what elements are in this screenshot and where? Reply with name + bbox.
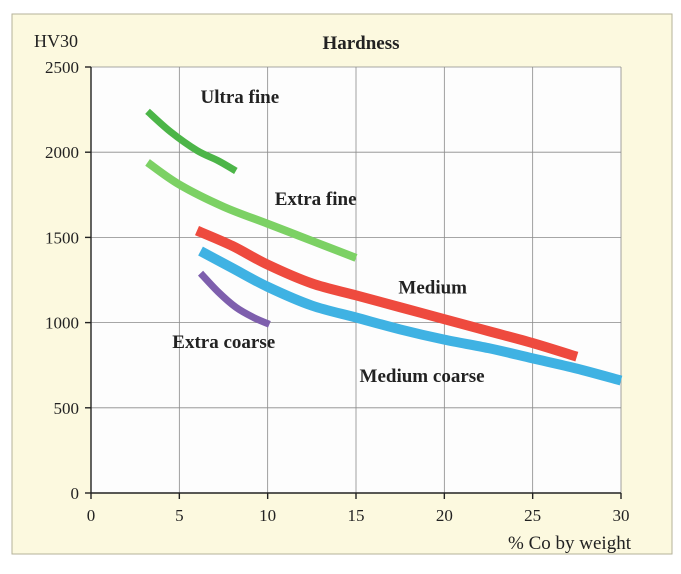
y-tick-label-2000: 2000	[45, 143, 79, 162]
series-group	[145, 108, 623, 386]
y-tick-labels: 0 500 1000 1500 2000 2500	[45, 58, 79, 503]
y-tick-label-0: 0	[71, 484, 80, 503]
x-tick-labels: 0 5 10 15 20 25 30	[87, 506, 630, 525]
x-tick-label-30: 30	[613, 506, 630, 525]
x-tick-label-20: 20	[436, 506, 453, 525]
grid-lines	[91, 66, 622, 493]
y-tick-label-2500: 2500	[45, 58, 79, 77]
y-tick-label-1500: 1500	[45, 228, 79, 247]
y-axis-label: HV30	[34, 31, 78, 51]
y-tick-label-1000: 1000	[45, 314, 79, 333]
x-tick-label-5: 5	[175, 506, 184, 525]
x-tick-label-10: 10	[259, 506, 276, 525]
series-line-ultra-fine	[145, 108, 238, 174]
label-extra-coarse: Extra coarse	[172, 332, 275, 353]
series-line-medium-coarse	[198, 246, 623, 386]
x-tick-label-25: 25	[524, 506, 541, 525]
label-extra-fine: Extra fine	[275, 189, 357, 210]
x-tick-label-15: 15	[348, 506, 365, 525]
label-medium: Medium	[398, 278, 467, 299]
label-medium-coarse: Medium coarse	[360, 366, 485, 387]
x-axis-label: % Co by weight	[508, 533, 632, 554]
series-labels: Ultra fine Extra fine Medium Medium coarse E…	[172, 87, 484, 387]
series-line-medium	[195, 225, 579, 362]
x-tick-label-0: 0	[87, 506, 96, 525]
chart-title: Hardness	[322, 33, 399, 54]
axes-group	[85, 66, 622, 499]
series-line-extra-fine	[145, 159, 358, 262]
series-line-extra-coarse	[197, 270, 271, 328]
y-tick-label-500: 500	[54, 399, 80, 418]
label-ultra-fine: Ultra fine	[201, 87, 280, 108]
